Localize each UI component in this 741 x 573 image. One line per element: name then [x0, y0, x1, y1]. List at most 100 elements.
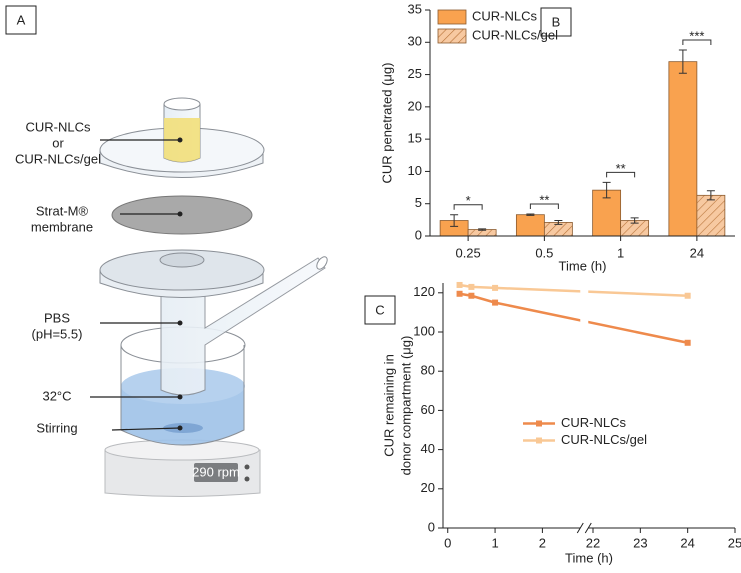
- marker: [684, 339, 691, 346]
- y-tick-label: 30: [408, 34, 422, 49]
- stir-plate: [104, 449, 261, 497]
- x-tick-label: 1: [617, 245, 624, 260]
- panel-letter-box: [540, 7, 572, 37]
- marker: [468, 283, 475, 290]
- y-tick-label: 80: [421, 363, 435, 378]
- y-tick-label: 60: [421, 402, 435, 417]
- y-tick-label: 15: [408, 131, 422, 146]
- y-tick-label: 10: [408, 163, 422, 178]
- stir-bar: [163, 423, 203, 433]
- legend-label: CUR-NLCs: [561, 415, 627, 430]
- series-line: [459, 292, 688, 345]
- diagram-label: Stirring: [36, 420, 77, 435]
- diagram-label: (pH=5.5): [32, 326, 83, 341]
- axis-break: [576, 522, 592, 534]
- leader-dot: [177, 137, 183, 143]
- marker: [684, 292, 691, 299]
- marker: [492, 284, 499, 291]
- diagram-label: Strat-M®: [36, 203, 89, 218]
- diagram-label: 32°C: [42, 388, 71, 403]
- donor-port: [159, 252, 205, 268]
- bar: [668, 61, 698, 237]
- error-bar: [478, 228, 487, 231]
- marker: [468, 292, 475, 299]
- significance-bracket: [529, 203, 559, 210]
- error-bar: [706, 190, 715, 201]
- donor-base-top: [99, 249, 265, 291]
- x-tick-label: 2: [539, 535, 546, 550]
- donor-tube-rim: [163, 97, 201, 111]
- legend-label: CUR-NLCs/gel: [561, 432, 647, 447]
- significance-label: ***: [689, 28, 704, 43]
- y-tick-label: 0: [428, 519, 435, 534]
- error-bar: [526, 213, 535, 216]
- y-tick-label: 100: [413, 323, 435, 338]
- y-tick-label: 35: [408, 1, 422, 16]
- marker: [492, 299, 499, 306]
- panel-letter-box: [364, 295, 396, 325]
- panel-letter-box: [5, 5, 37, 35]
- legend-marker: [536, 437, 542, 444]
- y-tick-label: 20: [408, 98, 422, 113]
- x-axis-label: Time (h): [559, 258, 607, 273]
- marker: [456, 290, 463, 297]
- significance-label: *: [466, 193, 471, 208]
- diagram-label: or: [52, 135, 64, 150]
- sampling-port: [316, 256, 328, 270]
- error-bar: [554, 220, 563, 225]
- x-tick-label: 25: [728, 535, 741, 550]
- significance-label: **: [539, 192, 549, 207]
- y-axis-label: CUR remaining in: [381, 354, 396, 457]
- leader-dot: [177, 211, 183, 217]
- legend-marker: [536, 420, 542, 427]
- legend-swatch: [437, 9, 467, 25]
- panel-letter: C: [375, 302, 384, 317]
- significance-bracket: [606, 171, 636, 178]
- leader-line: [111, 427, 181, 431]
- error-bar: [630, 217, 639, 224]
- beaker: [120, 345, 245, 446]
- knob: [244, 464, 250, 470]
- leader-dot: [177, 394, 183, 400]
- legend-label: CUR-NLCs/gel: [472, 27, 558, 42]
- x-tick-label: 24: [690, 245, 704, 260]
- error-bar: [678, 49, 687, 74]
- y-tick-label: 25: [408, 66, 422, 81]
- x-tick-label: 0: [444, 535, 451, 550]
- x-axis-label: Time (h): [565, 550, 613, 565]
- axes: [442, 283, 735, 529]
- y-axis-label: CUR penetrated (μg): [379, 63, 394, 184]
- y-tick-label: 120: [413, 284, 435, 299]
- display: [194, 463, 238, 482]
- leader-dot: [177, 320, 183, 326]
- panel-letter: B: [552, 14, 561, 29]
- x-tick-label: 24: [680, 535, 694, 550]
- diagram-label: PBS: [44, 310, 70, 325]
- bar: [515, 214, 545, 237]
- significance-label: **: [616, 161, 626, 176]
- series-line: [459, 283, 688, 297]
- legend-swatch: [437, 28, 467, 44]
- x-tick-label: 0.25: [455, 245, 480, 260]
- panel-letter: A: [17, 12, 26, 27]
- y-tick-label: 0: [415, 227, 422, 242]
- axes: [429, 10, 735, 237]
- y-tick-label: 5: [415, 195, 422, 210]
- break-gap: [580, 283, 589, 526]
- x-tick-label: 22: [586, 535, 600, 550]
- significance-bracket: [682, 39, 712, 46]
- error-bar: [450, 214, 459, 227]
- knob: [244, 476, 250, 482]
- leader-dot: [177, 425, 183, 431]
- marker: [456, 281, 463, 288]
- x-tick-label: 1: [491, 535, 498, 550]
- diagram-label: CUR-NLCs/gel: [15, 151, 101, 166]
- display-text: 290 rpm: [192, 464, 240, 479]
- diagram-label: CUR-NLCs: [26, 119, 92, 134]
- panel-a: A 290 rpm: [5, 5, 328, 497]
- diagram-label: membrane: [31, 219, 93, 234]
- significance-bracket: [453, 204, 483, 210]
- legend-label: CUR-NLCs: [472, 8, 538, 23]
- bar: [696, 194, 726, 237]
